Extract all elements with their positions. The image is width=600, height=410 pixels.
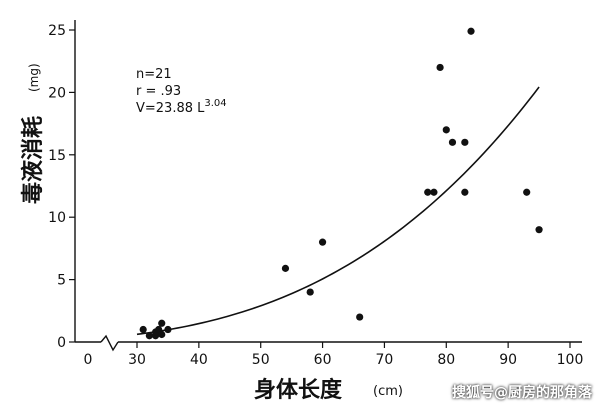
stat-n: n=21 <box>136 67 172 82</box>
stat-equation-exponent: 3.04 <box>204 98 226 109</box>
data-point <box>430 188 438 196</box>
y-tick-label: 5 <box>57 273 66 289</box>
data-point <box>164 325 172 334</box>
y-tick-label: 25 <box>48 23 66 39</box>
y-axis-unit: (mg) <box>27 63 41 92</box>
data-point <box>281 264 290 272</box>
watermark: 搜狐号@厨房的那角落 <box>452 385 592 401</box>
data-point <box>467 27 475 35</box>
data-point <box>318 238 327 246</box>
y-tick-label: 15 <box>48 148 66 164</box>
data-point <box>145 332 153 340</box>
data-point <box>356 313 364 321</box>
data-point <box>436 63 444 72</box>
data-point <box>139 325 147 334</box>
x-axis-unit: (cm) <box>373 384 403 399</box>
x-tick-label: 60 <box>314 352 332 368</box>
stat-equation-main: V=23.88 L <box>136 101 205 116</box>
data-point <box>535 226 543 234</box>
data-point <box>424 188 432 196</box>
y-axis-title: 毒液消耗 <box>20 116 46 204</box>
y-tick-label: 0 <box>57 335 66 351</box>
x-axis-title: 身体长度 <box>254 377 343 403</box>
y-tick-label: 20 <box>48 85 66 101</box>
axes <box>74 20 582 352</box>
x-tick-label: 50 <box>252 352 270 368</box>
x-tick-label: 100 <box>557 352 584 368</box>
data-points <box>139 27 543 340</box>
x-tick-label: 70 <box>376 352 394 368</box>
data-point <box>461 188 469 196</box>
x-axis-break <box>100 334 119 352</box>
fit-curve <box>136 86 540 336</box>
x-tick-label: 90 <box>499 352 517 368</box>
tick-group: 0 5 10 15 20 25 30 40 50 60 70 80 90 100 0 <box>48 23 583 368</box>
x-tick-label: 30 <box>128 352 146 368</box>
data-point <box>448 138 457 146</box>
data-point <box>442 126 450 134</box>
data-point <box>306 288 314 296</box>
x-tick-label-origin: 0 <box>84 352 93 368</box>
stat-r: r = .93 <box>136 84 181 99</box>
y-tick-label: 10 <box>48 210 66 226</box>
data-point <box>523 188 531 196</box>
x-tick-label: 40 <box>190 352 208 368</box>
x-tick-label: 80 <box>437 352 455 368</box>
stat-equation: V=23.88 L3.04 <box>136 98 227 116</box>
data-point <box>158 330 166 339</box>
data-point <box>461 138 469 146</box>
data-point <box>158 319 166 327</box>
